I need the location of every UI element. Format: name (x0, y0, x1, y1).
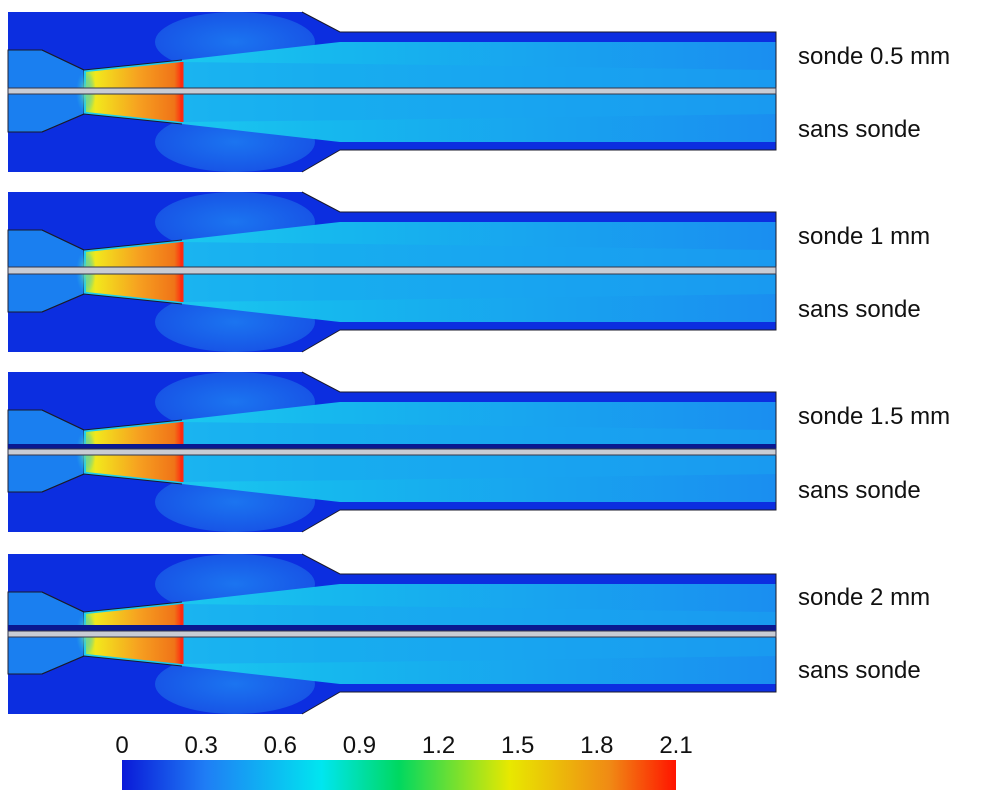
colorbar-ticks: 0 0.3 0.6 0.9 1.2 1.5 1.8 2.1 (115, 732, 692, 759)
contour-panel-sonde-1-5mm (7, 371, 777, 533)
colorbar-tick-label: 2.1 (659, 732, 692, 759)
colorbar-tick-label: 0.6 (264, 732, 297, 759)
colorbar-tick-label: 1.5 (501, 732, 534, 759)
colorbar-gradient (122, 760, 676, 790)
contour-panel-sonde-1mm (7, 191, 777, 353)
colorbar-tick-label: 0 (115, 732, 128, 759)
panel-label-bottom: sans sonde (798, 657, 921, 684)
contour-panel-sonde-0-5mm (7, 11, 777, 173)
colorbar-tick-label: 0.9 (343, 732, 376, 759)
panel-label-top: sonde 1 mm (798, 223, 930, 250)
panel-label-top: sonde 2 mm (798, 584, 930, 611)
colorbar-tick-label: 1.2 (422, 732, 455, 759)
panel-label-bottom: sans sonde (798, 116, 921, 143)
panel-label-top: sonde 1.5 mm (798, 403, 950, 430)
contour-panel-sonde-2mm (7, 553, 777, 715)
colorbar: 0 0.3 0.6 0.9 1.2 1.5 1.8 2.1 (115, 732, 693, 790)
colorbar-tick-label: 0.3 (184, 732, 217, 759)
panel-label-top: sonde 0.5 mm (798, 43, 950, 70)
colorbar-tick-label: 1.8 (580, 732, 613, 759)
panel-label-bottom: sans sonde (798, 296, 921, 323)
panel-label-bottom: sans sonde (798, 477, 921, 504)
